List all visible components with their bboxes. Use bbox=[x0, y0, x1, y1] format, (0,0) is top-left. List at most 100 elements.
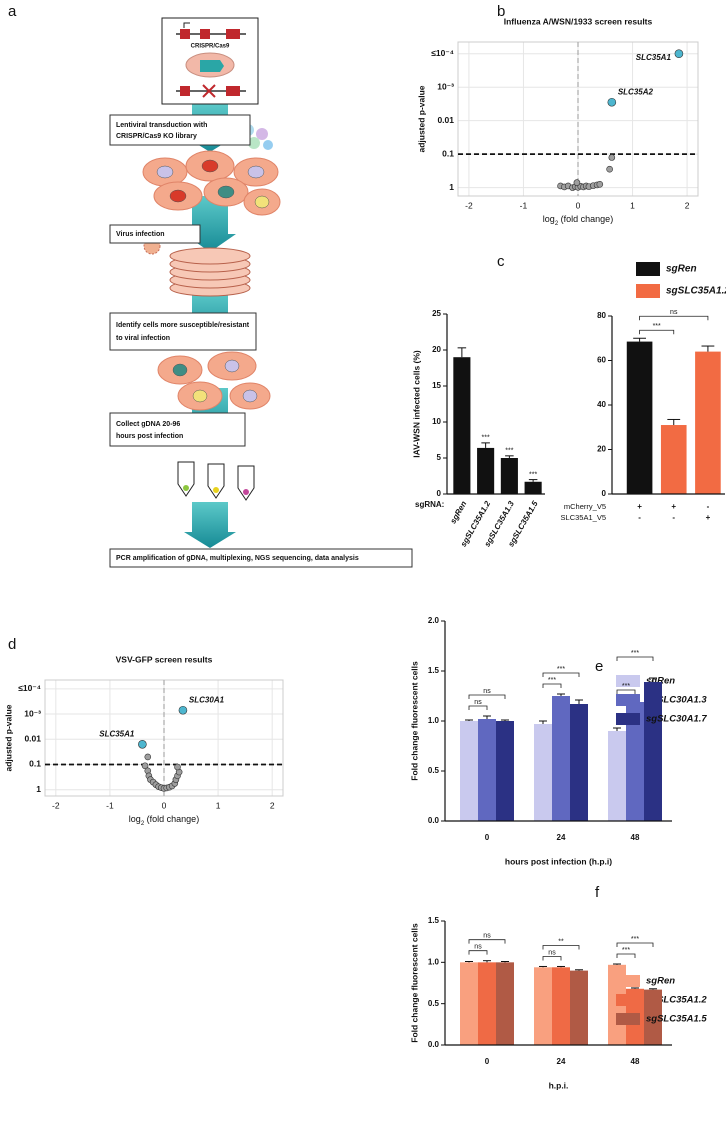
y-tick-label: 40 bbox=[597, 400, 606, 409]
x-axis-label-part: log bbox=[129, 814, 141, 824]
x-prefix: sgRNA: bbox=[415, 500, 444, 509]
significance-bracket bbox=[542, 945, 580, 950]
step-text: Collect gDNA 20-96 bbox=[116, 421, 180, 428]
significance-bracket bbox=[616, 953, 636, 958]
x-axis-label: log2 (fold change) bbox=[543, 214, 613, 226]
bar bbox=[477, 447, 495, 494]
bar bbox=[496, 721, 514, 821]
bar bbox=[478, 962, 496, 1045]
panel-label: c bbox=[497, 253, 505, 270]
x-tick-label: 0 bbox=[162, 800, 167, 810]
x-axis-label: hours post infection (h.p.i) bbox=[505, 856, 612, 866]
point bbox=[178, 705, 188, 715]
legend-label: sgSLC30A1.7 bbox=[646, 714, 707, 725]
row-value: - bbox=[707, 502, 710, 511]
legend-label: sgRen bbox=[666, 264, 697, 275]
row-value: + bbox=[637, 502, 642, 511]
significance-label: *** bbox=[622, 947, 630, 954]
x-tick-label: -2 bbox=[465, 200, 473, 210]
significance-bracket bbox=[468, 939, 506, 944]
panel-label: e bbox=[595, 658, 603, 675]
y-tick-label: ≤10⁻⁴ bbox=[431, 48, 454, 58]
y-tick-label: 10⁻³ bbox=[437, 81, 454, 91]
significance-bracket bbox=[616, 656, 654, 661]
step-text: PCR amplification of gDNA, multiplexing,… bbox=[116, 555, 359, 562]
step-box bbox=[109, 412, 246, 447]
x-tick-label: 0 bbox=[576, 200, 581, 210]
y-tick-label: ≤10⁻⁴ bbox=[18, 683, 41, 693]
significance-label: ns bbox=[474, 944, 482, 951]
y-axis-label: adjusted p-value bbox=[416, 85, 426, 152]
y-axis-label: adjusted p-value bbox=[3, 704, 13, 771]
bar bbox=[453, 357, 471, 494]
y-tick-label: 20 bbox=[432, 345, 441, 354]
legend-swatch bbox=[616, 694, 640, 706]
step-text: Virus infection bbox=[116, 231, 165, 238]
significance-label: *** bbox=[505, 448, 513, 455]
panel-label: f bbox=[595, 884, 600, 901]
significance-label: ns bbox=[474, 699, 482, 706]
x-axis-label-part: 2 bbox=[141, 821, 145, 827]
y-tick-label: 0.5 bbox=[428, 999, 440, 1008]
x-axis-label-part: 2 bbox=[555, 221, 559, 227]
x-tick-label: 24 bbox=[557, 1057, 566, 1066]
x-tick-label: 48 bbox=[631, 833, 640, 842]
point-label: SLC35A1 bbox=[636, 53, 672, 62]
significance-bracket bbox=[468, 694, 506, 699]
step-text: Lentiviral transduction with bbox=[116, 122, 207, 129]
y-tick-label: 1.0 bbox=[428, 957, 440, 966]
y-tick-label: 60 bbox=[597, 356, 606, 365]
y-tick-label: 1.5 bbox=[428, 916, 440, 925]
significance-label: ** bbox=[558, 938, 564, 945]
point bbox=[141, 762, 149, 770]
y-tick-label: 10 bbox=[432, 417, 441, 426]
x-tick-label: 48 bbox=[631, 1057, 640, 1066]
bar bbox=[608, 731, 626, 821]
y-tick-label: 80 bbox=[597, 311, 606, 320]
significance-bracket bbox=[616, 942, 654, 947]
y-tick-label: 0.0 bbox=[428, 816, 440, 825]
y-axis-label: Fold change fluorescent cells bbox=[409, 661, 419, 781]
row-value: - bbox=[638, 513, 641, 522]
y-tick-label: 0.1 bbox=[29, 759, 41, 769]
x-tick-label: 2 bbox=[685, 200, 690, 210]
bar bbox=[626, 341, 653, 494]
legend-label: sgRen bbox=[646, 976, 675, 987]
point bbox=[144, 753, 152, 761]
y-tick-label: 0 bbox=[437, 489, 442, 498]
legend-swatch bbox=[616, 994, 640, 1006]
y-tick-label: 1 bbox=[36, 784, 41, 794]
bar bbox=[626, 702, 644, 821]
point bbox=[608, 154, 616, 161]
significance-label: *** bbox=[548, 677, 556, 684]
row-name: SLC35A1_V5 bbox=[561, 513, 606, 522]
y-tick-label: 20 bbox=[597, 445, 606, 454]
y-tick-label: 25 bbox=[432, 309, 441, 318]
bar bbox=[695, 351, 721, 494]
x-axis-label: log2 (fold change) bbox=[129, 814, 199, 826]
x-axis-label: h.p.i. bbox=[549, 1080, 569, 1090]
legend-swatch bbox=[616, 713, 640, 725]
significance-bracket bbox=[468, 705, 488, 710]
y-tick-label: 0 bbox=[602, 489, 607, 498]
bar bbox=[644, 682, 662, 821]
significance-bracket bbox=[639, 315, 709, 321]
bar bbox=[570, 704, 588, 821]
tubes bbox=[177, 461, 255, 501]
significance-label: *** bbox=[622, 683, 630, 690]
step-box bbox=[109, 224, 201, 244]
significance-label: *** bbox=[557, 666, 565, 673]
x-tick-label: 0 bbox=[485, 1057, 490, 1066]
point bbox=[606, 165, 613, 173]
y-tick-label: 1.0 bbox=[428, 716, 440, 725]
legend-label: sgSLC35A1.5 bbox=[646, 1014, 707, 1025]
panel-label: d bbox=[8, 636, 16, 653]
bar bbox=[570, 970, 588, 1045]
step-box bbox=[109, 114, 251, 146]
point bbox=[174, 763, 181, 771]
step-text: CRISPR/Cas9 KO library bbox=[116, 133, 197, 140]
y-tick-label: 1 bbox=[449, 182, 454, 192]
bar bbox=[534, 724, 552, 821]
legend-label: sgRen bbox=[646, 676, 675, 687]
